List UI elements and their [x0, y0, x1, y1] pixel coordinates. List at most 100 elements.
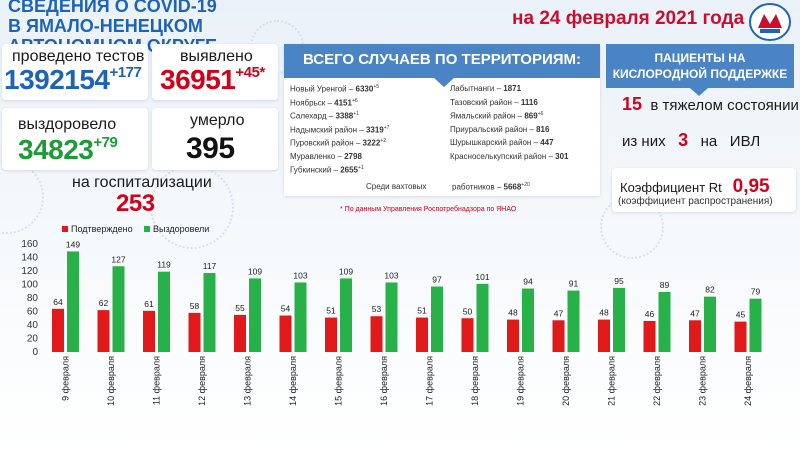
data-label: 82	[705, 285, 715, 295]
data-label: 45	[736, 310, 746, 320]
recovered-delta: +79	[93, 134, 118, 151]
bar-recovered	[203, 273, 216, 352]
y-tick-label: 20	[27, 334, 39, 345]
bar-recovered	[431, 286, 443, 352]
territory-left-row-1: Ноябрьск – 4151+6	[290, 98, 358, 108]
x-tick-label: 23 февраля	[698, 356, 708, 406]
bar-recovered	[340, 278, 352, 352]
bar-recovered	[112, 266, 125, 352]
bar-recovered	[749, 298, 762, 352]
data-label: 50	[463, 306, 473, 316]
bar-confirmed	[416, 317, 428, 352]
bar-recovered	[158, 271, 170, 352]
report-date: на 24 февраля 2021 года	[512, 8, 745, 29]
bar-confirmed	[188, 312, 201, 352]
territory-left-row-3: Надымский район – 3319+7	[290, 125, 389, 135]
territory-right-row-3: Приуральский район – 816	[450, 125, 549, 134]
territory-right-row-2: Ямальский район – 869+6	[450, 111, 543, 121]
detected-delta: +45*	[235, 64, 265, 81]
bar-recovered	[613, 287, 625, 352]
tests-value: 1392154+177	[4, 64, 142, 96]
detected-number: 36951	[160, 64, 236, 95]
recovered-label: выздоровело	[18, 116, 117, 133]
data-label: 53	[372, 304, 382, 314]
territory-left-row-5: Муравленко – 2798	[290, 152, 362, 161]
data-label: 55	[235, 303, 245, 313]
territory-left-row-6: Губкинский – 2655+1	[290, 165, 364, 175]
recovered-number: 34823	[18, 134, 94, 165]
died-value: 395	[186, 132, 235, 165]
territory-name: Лабытнанги –	[450, 84, 504, 93]
territory-value: 3222	[362, 138, 381, 148]
severe-condition-line: 15 в тяжелом состоянии,	[622, 94, 800, 115]
region-emblem-icon	[749, 3, 791, 41]
territory-delta: +2	[380, 138, 387, 144]
data-label: 101	[475, 272, 489, 282]
territory-value: 2655	[340, 165, 358, 175]
ventilator-mid: на	[700, 133, 718, 150]
data-label: 46	[645, 309, 655, 319]
data-label: 91	[569, 279, 579, 289]
shift-workers-label: работников –	[452, 182, 504, 192]
data-label: 94	[523, 277, 533, 287]
x-tick-label: 22 февраля	[652, 356, 662, 406]
territory-name: Губкинский –	[290, 165, 341, 175]
daily-cases-chart: 0 20 40 60 80 100 120 140 160 Подтверждено Выздоро…	[21, 224, 762, 406]
territory-name: Новый Уренгой –	[290, 84, 356, 94]
data-label: 79	[751, 287, 761, 297]
x-tick-label: 11 февраля	[152, 356, 162, 405]
bar-confirmed	[598, 319, 610, 352]
territory-right-row-4: Шурышкарский район – 447	[450, 138, 554, 147]
ventilator-prefix: из них	[622, 133, 666, 150]
x-tick-label: 12 февраля	[197, 356, 207, 406]
territory-left-row-4: Пуровский район – 3222+2	[290, 138, 386, 148]
bar-confirmed	[370, 316, 383, 352]
rt-label: Коэффициент Rt	[620, 180, 722, 195]
x-tick-label: 15 февраля	[334, 356, 344, 406]
data-label: 119	[157, 260, 171, 270]
tests-delta: +177	[109, 64, 142, 81]
bar-confirmed	[643, 320, 656, 352]
data-label: 62	[99, 298, 109, 308]
bar-recovered	[567, 290, 580, 352]
ventilator-text: ИВЛ	[729, 133, 761, 150]
territories-title: ВСЕГО СЛУЧАЕВ ПО ТЕРРИТОРИЯМ:	[284, 44, 600, 87]
data-label: 54	[281, 304, 291, 314]
data-label: 48	[599, 308, 609, 318]
territory-value: 3319	[365, 125, 384, 135]
hospital-value: 253	[116, 190, 155, 217]
bar-confirmed	[143, 310, 155, 352]
legend-label: Подтверждено	[71, 224, 133, 234]
y-tick-label: 120	[21, 266, 38, 277]
tests-number: 1392154	[4, 64, 110, 95]
recovered-card: выздоровело 34823+79	[2, 108, 148, 170]
x-tick-label: 10 февраля	[106, 356, 116, 406]
severe-text: в тяжелом состоянии,	[650, 97, 800, 114]
bar-recovered	[67, 251, 79, 352]
data-label: 89	[660, 280, 670, 290]
rt-subtitle: (коэффициент распространения)	[618, 196, 773, 207]
y-tick-label: 80	[27, 293, 39, 304]
rt-card	[612, 168, 796, 212]
territory-delta: +1	[357, 165, 364, 171]
territory-right-row-5: Красноселькупский район – 301	[450, 152, 569, 161]
ventilator-count: 3	[678, 130, 689, 150]
territory-value: 301	[555, 151, 569, 161]
territory-value: 3388	[335, 111, 354, 121]
bar-recovered	[476, 283, 489, 352]
territory-right-row-0: Лабытнанги – 1871	[450, 84, 521, 93]
territory-value: 816	[536, 124, 550, 134]
x-tick-label: 14 февраля	[288, 356, 298, 406]
data-label: 48	[508, 308, 518, 318]
x-tick-label: 24 февраля	[743, 356, 753, 406]
territory-value: 6330	[355, 84, 374, 94]
x-tick-label: 17 февраля	[425, 356, 435, 406]
data-source-footnote: * По данным Управления Роспотребнадзора …	[340, 206, 517, 213]
data-label: 47	[554, 308, 564, 318]
data-label: 103	[293, 270, 307, 280]
rt-line: Коэффициент Rt 0,95	[620, 176, 770, 198]
recovered-value: 34823+79	[18, 134, 118, 166]
bar-confirmed	[461, 318, 474, 352]
legend-swatch	[62, 226, 68, 232]
y-tick-label: 40	[27, 320, 39, 331]
